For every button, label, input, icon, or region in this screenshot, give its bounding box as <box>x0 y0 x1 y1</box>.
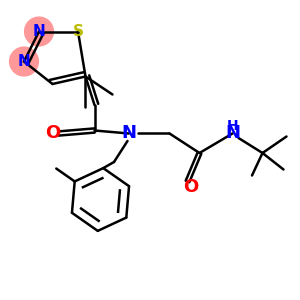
Text: N: N <box>33 24 45 39</box>
Circle shape <box>10 47 38 76</box>
Text: S: S <box>73 24 83 39</box>
Text: N: N <box>18 54 30 69</box>
Text: O: O <box>45 124 60 142</box>
Text: O: O <box>183 178 198 196</box>
Text: N: N <box>225 124 240 142</box>
Circle shape <box>25 17 53 46</box>
Text: H: H <box>227 119 238 133</box>
Text: N: N <box>122 124 136 142</box>
